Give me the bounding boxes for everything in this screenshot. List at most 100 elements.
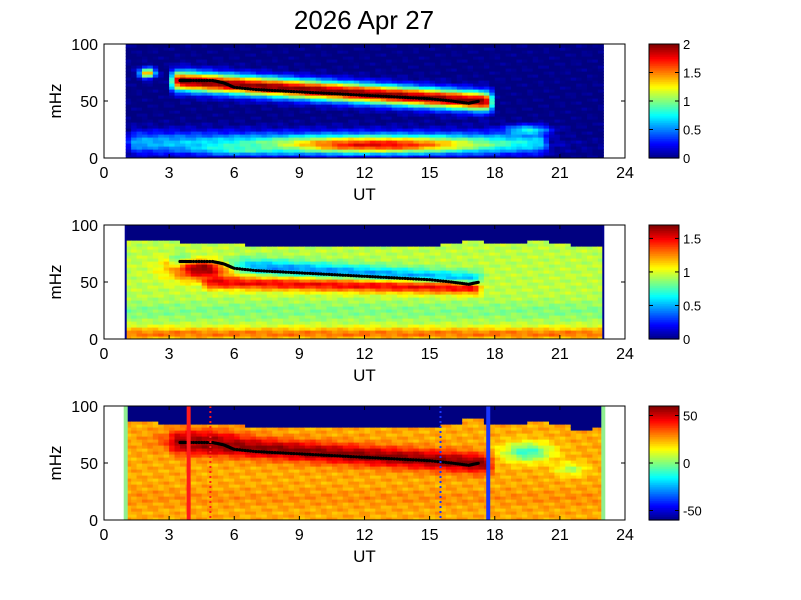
heatmap-cell — [261, 149, 268, 153]
heatmap-cell — [293, 315, 300, 319]
heatmap-cell — [375, 86, 382, 90]
heatmap-cell — [250, 50, 257, 54]
heatmap-cell — [299, 122, 306, 126]
heatmap-cell — [250, 321, 257, 325]
heatmap-cell — [315, 267, 322, 271]
heatmap-cell — [277, 86, 284, 90]
heatmap-cell — [163, 306, 170, 310]
heatmap-cell — [169, 44, 176, 48]
heatmap-cell — [375, 62, 382, 66]
heatmap-cell — [136, 231, 143, 235]
ridge-point — [387, 95, 391, 99]
heatmap-cell — [141, 152, 149, 156]
heatmap-cell — [342, 143, 349, 147]
heatmap-cell — [462, 53, 469, 57]
heatmap-cell — [456, 125, 463, 129]
heatmap-cell — [228, 77, 235, 81]
heatmap-cell — [299, 134, 306, 138]
heatmap-cell — [277, 324, 284, 328]
heatmap-cell — [234, 110, 241, 114]
heatmap-cell — [217, 300, 224, 304]
heatmap-cell — [570, 50, 577, 54]
heatmap-cell — [304, 225, 311, 229]
heatmap-cell — [245, 306, 252, 310]
heatmap-cell — [478, 104, 485, 108]
heatmap-cell — [489, 89, 496, 93]
heatmap-cell — [277, 303, 284, 307]
heatmap-cell — [576, 86, 583, 90]
heatmap-cell — [521, 152, 528, 156]
heatmap-cell — [375, 134, 382, 138]
heatmap-cell — [483, 59, 490, 63]
heatmap-cell — [597, 143, 604, 147]
heatmap-cell — [576, 53, 583, 57]
heatmap-cell — [288, 312, 295, 316]
heatmap-cell — [391, 89, 398, 93]
heatmap-cell — [559, 89, 566, 93]
heatmap-cell — [304, 309, 311, 313]
heatmap-cell — [283, 279, 290, 283]
heatmap-cell — [543, 122, 550, 126]
heatmap-cell — [163, 125, 170, 129]
heatmap-cell — [418, 116, 425, 120]
heatmap-cell — [321, 252, 328, 256]
heatmap-cell — [565, 98, 572, 102]
heatmap-cell — [163, 336, 170, 339]
heatmap-cell — [554, 62, 561, 66]
heatmap-cell — [321, 267, 328, 271]
heatmap-cell — [532, 80, 539, 84]
heatmap-cell — [207, 267, 214, 271]
heatmap-cell — [592, 104, 599, 108]
heatmap-cell — [570, 68, 577, 72]
heatmap-cell — [207, 134, 214, 138]
heatmap-cell — [223, 47, 230, 51]
heatmap-cell — [494, 83, 501, 87]
heatmap-cell — [554, 152, 561, 156]
heatmap-cell — [543, 140, 550, 144]
heatmap-cell — [169, 77, 176, 81]
heatmap-cell — [364, 47, 371, 51]
heatmap-cell — [196, 110, 203, 114]
heatmap-cell — [196, 68, 203, 72]
heatmap-cell — [565, 74, 572, 78]
heatmap-cell — [196, 330, 203, 334]
heatmap-cell — [494, 128, 501, 132]
heatmap-cell — [494, 113, 501, 117]
ridge-point — [295, 90, 299, 94]
heatmap-cell — [299, 231, 306, 235]
heatmap-cell — [532, 104, 539, 108]
heatmap-cell — [418, 128, 425, 132]
heatmap-cell — [179, 101, 187, 105]
heatmap-cell — [304, 234, 311, 238]
heatmap-cell — [288, 155, 295, 158]
heatmap-cell — [462, 83, 469, 87]
heatmap-cell — [212, 56, 219, 60]
heatmap-cell — [380, 110, 387, 114]
heatmap-cell — [266, 261, 273, 265]
heatmap-cell — [266, 59, 273, 63]
heatmap-cell — [478, 152, 485, 156]
heatmap-cell — [511, 116, 518, 120]
heatmap-cell — [190, 149, 197, 153]
heatmap-cell — [223, 336, 230, 339]
heatmap-cell — [179, 297, 187, 301]
heatmap-cell — [283, 74, 290, 78]
heatmap-cell — [283, 324, 290, 328]
heatmap-cell — [125, 309, 132, 313]
heatmap-cell — [277, 83, 284, 87]
heatmap-cell — [223, 249, 230, 253]
heatmap-cell — [196, 273, 203, 277]
heatmap-cell — [549, 113, 556, 117]
heatmap-cell — [245, 110, 252, 114]
heatmap-cell — [179, 62, 187, 66]
heatmap-cell — [201, 113, 208, 117]
heatmap-cell — [462, 134, 469, 138]
heatmap-cell — [217, 333, 224, 337]
heatmap-cell — [223, 68, 230, 72]
heatmap-cell — [136, 101, 143, 105]
heatmap-cell — [223, 143, 230, 147]
heatmap-cell — [223, 270, 230, 274]
colorbar-segment — [649, 61, 679, 65]
heatmap-cell — [174, 44, 181, 48]
heatmap-cell — [141, 225, 149, 229]
